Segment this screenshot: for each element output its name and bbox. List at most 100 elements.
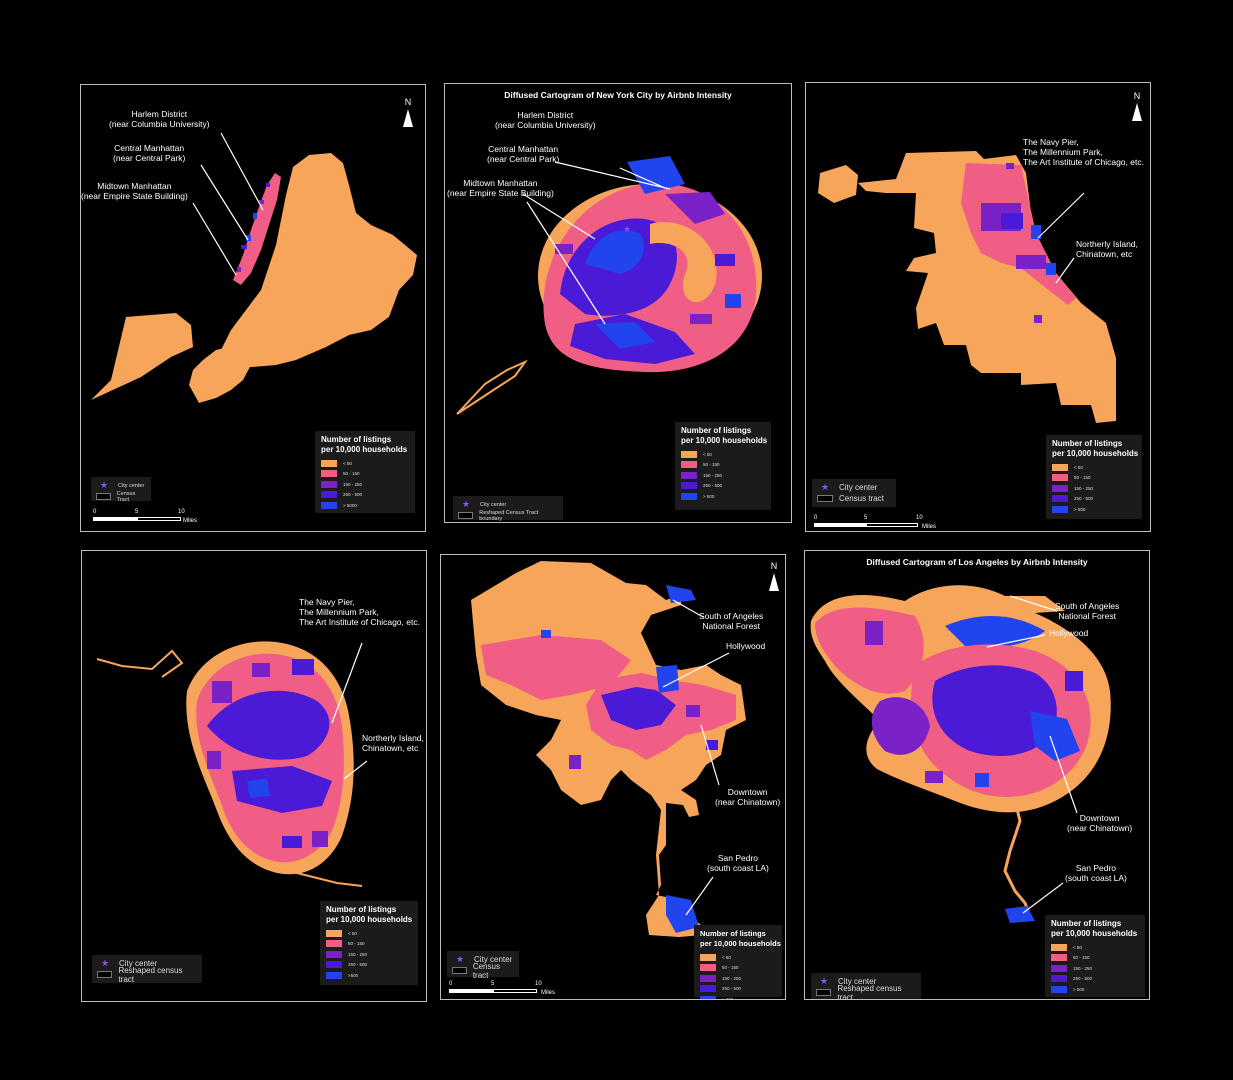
legend-title: Number of listings per 10,000 households [1051, 919, 1138, 938]
legend-row: > 500 [1051, 984, 1139, 995]
legend: Number of listings per 10,000 households… [1046, 435, 1142, 519]
map-key: ★ City center Reshaped census tract [811, 973, 921, 999]
panel-la-cartogram: Diffused Cartogram of Los Angeles by Air… [804, 550, 1150, 1000]
annotation-south-angeles-forest: South of Angeles National Forest [699, 611, 764, 631]
chicago-cartogram-shape [96, 641, 368, 887]
city-center-star-icon: ★ [623, 224, 631, 234]
legend-row: 150 - 250 [681, 470, 765, 481]
legend-rows: < 50 50 - 150 150 - 250 250 - 500 > 500 [700, 952, 776, 1000]
chicago-map-shape [818, 151, 1116, 423]
legend-row: 50 - 150 [321, 469, 409, 480]
annotation-northerly-island: Northerly Island, Chinatown, etc [1076, 239, 1138, 259]
annotation-navy-pier: The Navy Pier, The Millennium Park, The … [1023, 137, 1144, 167]
scale-tick: 5 [491, 981, 495, 987]
legend-label: < 50 [343, 460, 352, 466]
scale-unit: Miles [922, 524, 937, 530]
legend-swatch [1052, 474, 1068, 482]
legend-row: < 50 [1052, 462, 1136, 473]
key-label: Census tract [472, 961, 500, 980]
legend-row: 50 - 150 [326, 939, 412, 950]
legend-swatch [1051, 964, 1067, 972]
legend-label: 250 - 500 [343, 492, 363, 498]
census-tract-swatch [97, 971, 113, 978]
legend-row: > 500 [1052, 504, 1136, 515]
legend-row: 250 - 500 [681, 481, 765, 492]
legend-label: 250 - 500 [703, 483, 723, 489]
key-label: City center [119, 959, 158, 968]
legend-label: > 500 [703, 493, 715, 499]
annotation-san-pedro: San Pedro (south coast LA) [707, 853, 769, 873]
legend-label: < 50 [703, 451, 712, 457]
nyc-map-shape [91, 132, 417, 403]
legend-row: > 500 [700, 994, 776, 1000]
legend-swatch [1051, 954, 1067, 962]
scale-tick: 0 [93, 509, 97, 515]
legend-swatch [700, 953, 716, 961]
key-label: Census Tract [116, 490, 136, 503]
scale-tick: 10 [535, 981, 542, 987]
annotation-downtown: Downtown (near Chinatown) [1067, 813, 1133, 833]
legend-swatch [681, 461, 697, 469]
legend-title: Number of listings per 10,000 households [321, 435, 408, 454]
legend-label: 50 - 150 [1074, 475, 1091, 481]
panel-chicago-cartogram: The Navy Pier, The Millennium Park, The … [81, 550, 427, 1002]
legend: Number of listings per 10,000 households… [1045, 915, 1145, 997]
panel-title: Diffused Cartogram of New York City by A… [504, 90, 732, 100]
legend-label: 50 - 150 [343, 471, 360, 477]
legend-label: 150 - 250 [1073, 965, 1093, 971]
la-cartogram-shape [810, 585, 1111, 923]
legend-label: > 5000 [343, 502, 357, 508]
legend-swatch [1051, 975, 1067, 983]
scale-bar: 0 5 10 Miles [449, 981, 569, 999]
scale-tick: 5 [135, 509, 139, 515]
legend-label: 50 - 150 [722, 965, 739, 971]
legend: Number of listings per 10,000 households… [315, 431, 415, 513]
key-label: Census tract [839, 494, 884, 503]
annotation-harlem: Harlem District (near Columbia Universit… [495, 110, 596, 130]
legend-label: 150 - 250 [722, 975, 742, 981]
annotation-south-angeles-forest: South of Angeles National Forest [1055, 601, 1120, 621]
legend-swatch [700, 985, 716, 993]
legend-row: 50 - 150 [681, 460, 765, 471]
legend-row: 150 - 250 [1051, 963, 1139, 974]
annotation-central-manhattan: Central Manhattan (near Central Park) [487, 144, 560, 164]
legend-label: 150 - 250 [703, 472, 723, 478]
legend-swatch [321, 459, 337, 467]
legend-swatch [700, 995, 716, 999]
legend-row: 150 - 250 [321, 479, 409, 490]
legend-label: > 500 [1074, 506, 1086, 512]
census-tract-swatch [458, 512, 474, 519]
legend-row: > 5000 [321, 500, 409, 511]
annotation-harlem: Harlem District (near Columbia Universit… [109, 109, 210, 129]
legend-row: 50 - 150 [1051, 953, 1139, 964]
legend-swatch [326, 950, 342, 958]
legend-row: < 50 [700, 952, 776, 963]
legend-label: > 500 [722, 996, 734, 1000]
scale-tick: 10 [916, 515, 923, 521]
legend-rows: < 50 50 - 150 150 - 250 250 - 500 > 500 [1051, 942, 1139, 995]
map-key: ★ City center Reshaped Census Tract bound… [453, 496, 563, 522]
panel-la-map: N South of Angeles National Forest Holly… [440, 554, 786, 1000]
city-center-star-icon: ★ [819, 976, 829, 986]
north-arrow: N [1130, 91, 1144, 121]
legend-label: 50 - 150 [1073, 955, 1090, 961]
annotation-hollywood: Hollywood [1049, 628, 1089, 638]
legend-label: 250 - 500 [348, 962, 368, 968]
city-center-star-icon: ★ [461, 499, 471, 509]
legend-rows: < 50 50 - 150 150 - 250 250 - 500 >500 [326, 928, 412, 981]
legend-row: 250 - 500 [1052, 494, 1136, 505]
annotation-midtown: Midtown Manhattan (near Empire State Bui… [447, 178, 554, 198]
city-center-star-icon: ★ [100, 958, 110, 968]
legend-swatch [1052, 505, 1068, 513]
legend: Number of listings per 10,000 households… [320, 901, 418, 985]
legend-title: Number of listings per 10,000 households [326, 905, 413, 924]
scale-tick: 0 [449, 981, 453, 987]
legend-row: 150 - 250 [1052, 483, 1136, 494]
legend-rows: < 50 50 - 150 150 - 250 250 - 500 > 500 [1052, 462, 1136, 515]
annotation-midtown: Midtown Manhattan (near Empire State Bui… [81, 181, 188, 201]
legend-swatch [1051, 943, 1067, 951]
legend-row: 50 - 150 [1052, 473, 1136, 484]
census-tract-swatch [452, 967, 467, 974]
legend: Number of listings per 10,000 households… [694, 925, 782, 1000]
legend-row: < 50 [681, 449, 765, 460]
